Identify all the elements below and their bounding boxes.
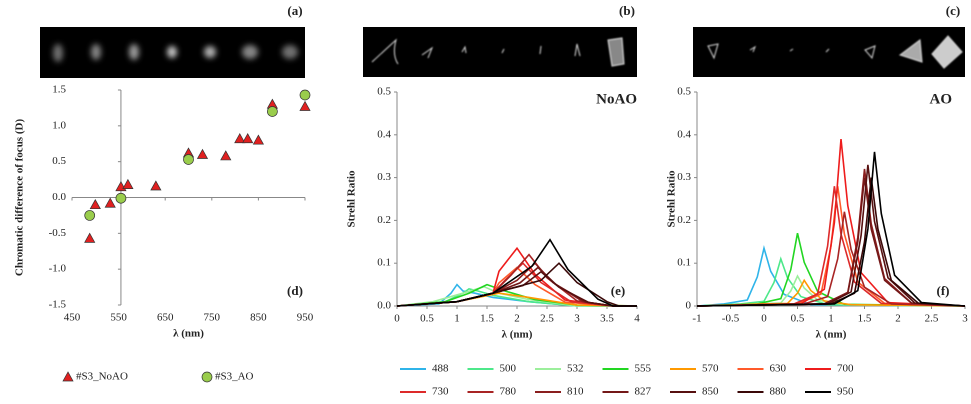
data-point [116,193,126,203]
x-tick-label: 3.5 [600,313,614,325]
x-tick-label: 1.5 [858,313,872,325]
data-point [123,180,133,189]
y-tick-label: 0.0 [377,300,391,312]
panel-label: (f) [937,283,950,298]
annotation: AO [930,91,953,107]
y-tick-label: 0 [686,300,692,312]
x-tick-label: 2 [514,313,520,325]
y-tick-label: 0.5 [377,86,391,98]
y-tick-label: 1.0 [52,119,66,131]
x-tick-label: 650 [157,312,174,324]
x-axis-label: λ (nm) [502,329,533,341]
y-tick-label: 0.3 [677,171,691,183]
y-tick-label: 0.5 [677,86,691,98]
legend-label: 700 [837,363,854,375]
panel-label: (e) [611,283,625,298]
y-tick-label: 0.1 [677,257,691,269]
y-tick-label: 0.4 [377,128,391,140]
x-tick-label: 550 [110,312,127,324]
legend-label: 500 [500,363,517,375]
y-tick-label: -1.0 [49,263,67,275]
panel-label: (a) [287,3,302,18]
legend-label: 570 [702,363,719,375]
annotation: NoAO [596,91,637,107]
x-tick-label: 0 [761,313,767,325]
y-tick-label: 0.2 [677,214,691,226]
data-point [197,150,207,159]
panel-label: (c) [946,3,960,18]
data-point [300,90,310,100]
x-axis-label: λ (nm) [173,328,204,340]
y-tick-label: 1.5 [52,84,66,96]
panel-label: (b) [619,3,635,18]
x-tick-label: 4 [634,313,640,325]
y-tick-label: 0.3 [377,171,391,183]
legend-label: 950 [837,386,854,398]
x-tick-label: 1.5 [480,313,494,325]
figure: (a) (d) λ (nm) Chromatic difference of focu… [0,0,971,404]
y-tick-label: -0.5 [49,227,67,239]
x-tick-label: 450 [64,312,81,324]
x-tick-label: 2 [895,313,901,325]
x-tick-label: 0 [394,313,400,325]
data-point [105,198,115,207]
data-point [243,134,253,143]
legend-label: 827 [635,386,652,398]
legend-label: 730 [432,386,449,398]
legend-label: 780 [500,386,517,398]
image-strip-b [363,27,637,77]
x-axis-label: λ (nm) [816,329,847,341]
x-tick-label: 750 [204,312,221,324]
y-tick-label: 0.4 [677,128,691,140]
x-tick-label: 0.5 [420,313,434,325]
x-tick-label: -0.5 [722,313,740,325]
legend-label: 850 [702,386,719,398]
legend-label: 880 [770,386,787,398]
data-point [267,107,277,117]
data-point [85,210,95,220]
y-tick-label: 0.0 [52,191,66,203]
y-axis-label: Strehl Ratio [346,170,358,227]
y-tick-label: -1.5 [49,299,67,311]
x-tick-label: 0.5 [791,313,805,325]
panel-label: (d) [287,283,303,298]
x-tick-label: -1 [692,313,701,325]
image-strip-c [693,27,965,77]
y-tick-label: 0.5 [52,155,66,167]
x-tick-label: 3 [962,313,968,325]
y-axis-label: Chromatic difference of focus (D) [14,119,26,277]
legend-label: 630 [770,363,787,375]
legend-marker [63,372,73,381]
data-point [300,101,310,110]
legend-label: 810 [567,386,584,398]
y-axis-label: Strehl Ratio [666,170,678,227]
data-point [90,200,100,209]
x-tick-label: 950 [297,312,314,324]
image-strip-a [40,27,305,78]
x-tick-label: 2.5 [925,313,939,325]
data-point [151,181,161,190]
series-line [697,212,965,306]
data-point [85,233,95,242]
legend-marker [202,372,212,382]
y-tick-label: 0.2 [377,214,391,226]
legend-label: 488 [432,363,449,375]
y-tick-label: 0.1 [377,257,391,269]
legend-label: #S3_AO [215,371,254,383]
x-tick-label: 850 [250,312,267,324]
data-point [221,151,231,160]
data-point [253,135,263,144]
legend-label: 555 [635,363,652,375]
data-point [184,155,194,165]
x-tick-label: 3 [574,313,580,325]
legend-label: 532 [567,363,584,375]
x-tick-label: 1 [454,313,460,325]
x-tick-label: 1 [828,313,834,325]
legend-label: #S3_NoAO [76,371,128,383]
x-tick-label: 2.5 [540,313,554,325]
